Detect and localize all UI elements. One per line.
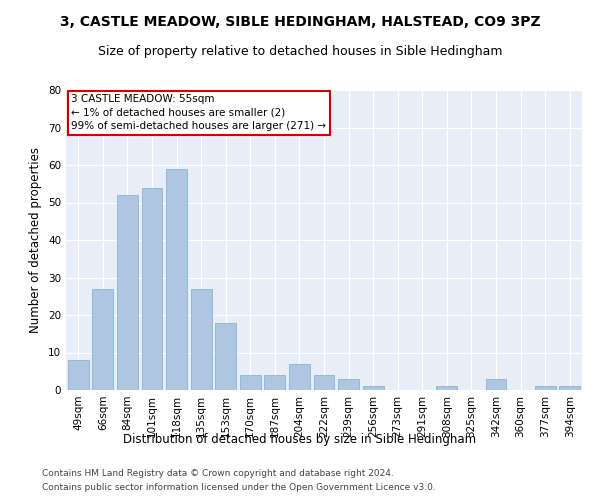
Text: Size of property relative to detached houses in Sible Hedingham: Size of property relative to detached ho… [98,45,502,58]
Bar [436,386,457,390]
Y-axis label: Number of detached properties: Number of detached properties [29,147,43,333]
Text: 3 CASTLE MEADOW: 55sqm
← 1% of detached houses are smaller (2)
99% of semi-detac: 3 CASTLE MEADOW: 55sqm ← 1% of detached … [71,94,326,131]
Bar [338,379,359,390]
Bar [314,375,334,390]
Bar [559,386,580,390]
Bar [166,169,187,390]
Bar [68,360,89,390]
Bar [92,289,113,390]
Bar [117,195,138,390]
Bar [485,379,506,390]
Bar [191,289,212,390]
Text: 3, CASTLE MEADOW, SIBLE HEDINGHAM, HALSTEAD, CO9 3PZ: 3, CASTLE MEADOW, SIBLE HEDINGHAM, HALST… [59,15,541,29]
Text: Distribution of detached houses by size in Sible Hedingham: Distribution of detached houses by size … [124,432,476,446]
Bar [265,375,286,390]
Bar [362,386,383,390]
Text: Contains public sector information licensed under the Open Government Licence v3: Contains public sector information licen… [42,484,436,492]
Bar [240,375,261,390]
Bar [535,386,556,390]
Text: Contains HM Land Registry data © Crown copyright and database right 2024.: Contains HM Land Registry data © Crown c… [42,468,394,477]
Bar [215,322,236,390]
Bar [289,364,310,390]
Bar [142,188,163,390]
